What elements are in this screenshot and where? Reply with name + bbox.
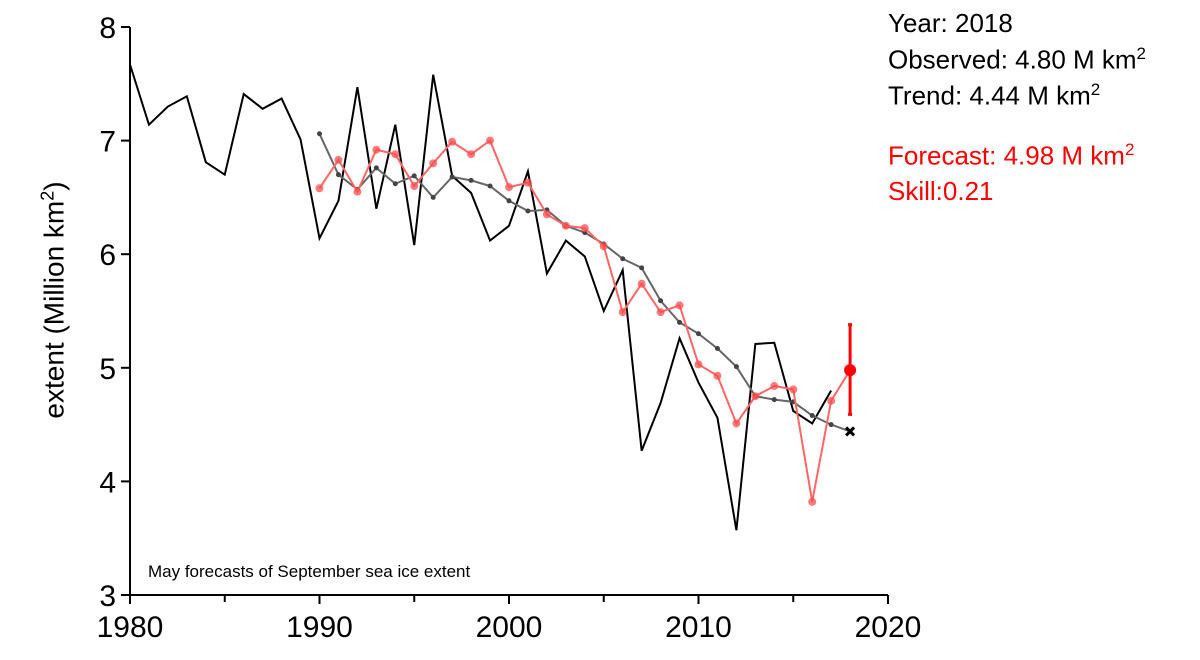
annotation-skill: Skill:0.21 — [888, 176, 994, 206]
trend-point — [449, 174, 455, 180]
y-tick-label: 6 — [99, 239, 116, 272]
series-line-observed — [129, 64, 833, 531]
trend-point — [468, 177, 474, 183]
forecast-point — [808, 497, 817, 506]
trend-2018-marker-b — [845, 426, 856, 437]
forecast-point — [580, 224, 589, 233]
x-tick-label: 1980 — [97, 611, 164, 644]
forecast-point — [713, 371, 722, 380]
forecast-point — [542, 210, 551, 219]
x-tick-label: 1990 — [286, 611, 353, 644]
trend-point — [696, 331, 701, 337]
forecast-point — [694, 360, 703, 369]
forecast-point — [675, 301, 684, 310]
trend-point — [714, 345, 720, 351]
trend-point — [658, 298, 664, 304]
annotation-forecast: Forecast: 4.98 M km2 — [888, 140, 1135, 171]
axes — [129, 27, 888, 596]
forecast-point — [789, 385, 798, 394]
forecast-point — [353, 187, 362, 196]
x-tick-label: 2010 — [665, 611, 732, 644]
annotation-year: Year: 2018 — [888, 8, 1013, 38]
forecast-point — [505, 183, 513, 192]
x-tick-label: 2000 — [476, 611, 543, 644]
forecast-point — [637, 279, 646, 288]
forecast-point — [391, 150, 400, 159]
forecast-point — [656, 308, 665, 317]
annotation-trend: Trend: 4.44 M km2 — [888, 80, 1101, 111]
trend-point — [771, 397, 777, 403]
trend-point — [733, 364, 739, 370]
forecast-point — [315, 184, 324, 193]
trend-point — [411, 173, 417, 179]
trend-point — [620, 256, 626, 262]
trend-point — [506, 198, 512, 204]
forecast-point — [448, 137, 457, 146]
trend-point — [317, 131, 322, 137]
forecast-point — [429, 159, 438, 168]
y-axis-label-wrapper: extent (Million km2) — [4, 0, 104, 660]
chart-caption: May forecasts of September sea ice exten… — [148, 562, 471, 581]
forecast-point — [410, 182, 419, 191]
forecast-point — [732, 419, 741, 428]
trend-point — [677, 319, 683, 325]
trend-point — [392, 181, 398, 187]
forecast-point — [334, 155, 343, 164]
trend-point — [828, 422, 834, 428]
y-axis-label: extent (Million km2) — [37, 181, 70, 419]
forecast-2018-point — [844, 364, 857, 377]
forecast-point — [827, 396, 836, 405]
trend-point — [809, 413, 815, 419]
series-layer — [129, 64, 857, 531]
trend-point — [430, 194, 436, 200]
forecast-point — [599, 242, 608, 251]
trend-point — [487, 183, 493, 189]
forecast-point — [523, 178, 532, 187]
y-tick-label: 4 — [99, 466, 116, 499]
forecast-point — [486, 136, 495, 145]
annotation-observed: Observed: 4.80 M km2 — [888, 44, 1147, 75]
y-tick-label: 5 — [99, 353, 116, 386]
forecast-point — [561, 221, 570, 230]
x-tick-label: 2020 — [855, 611, 922, 644]
y-tick-label: 3 — [99, 580, 116, 613]
forecast-point — [751, 392, 760, 401]
trend-point — [373, 165, 379, 171]
forecast-point — [770, 381, 779, 390]
trend-point — [335, 172, 341, 178]
trend-point — [639, 265, 645, 271]
series-line-forecast — [318, 139, 851, 503]
ticks-layer: 3 4 5 6 7 8 1980 1990 2000 2010 2020 — [97, 12, 922, 644]
y-tick-label: 8 — [99, 12, 116, 45]
forecast-point — [618, 308, 627, 317]
trend-point — [525, 208, 531, 214]
y-tick-label: 7 — [99, 126, 116, 159]
forecast-point — [467, 150, 476, 159]
forecast-point — [372, 145, 381, 154]
